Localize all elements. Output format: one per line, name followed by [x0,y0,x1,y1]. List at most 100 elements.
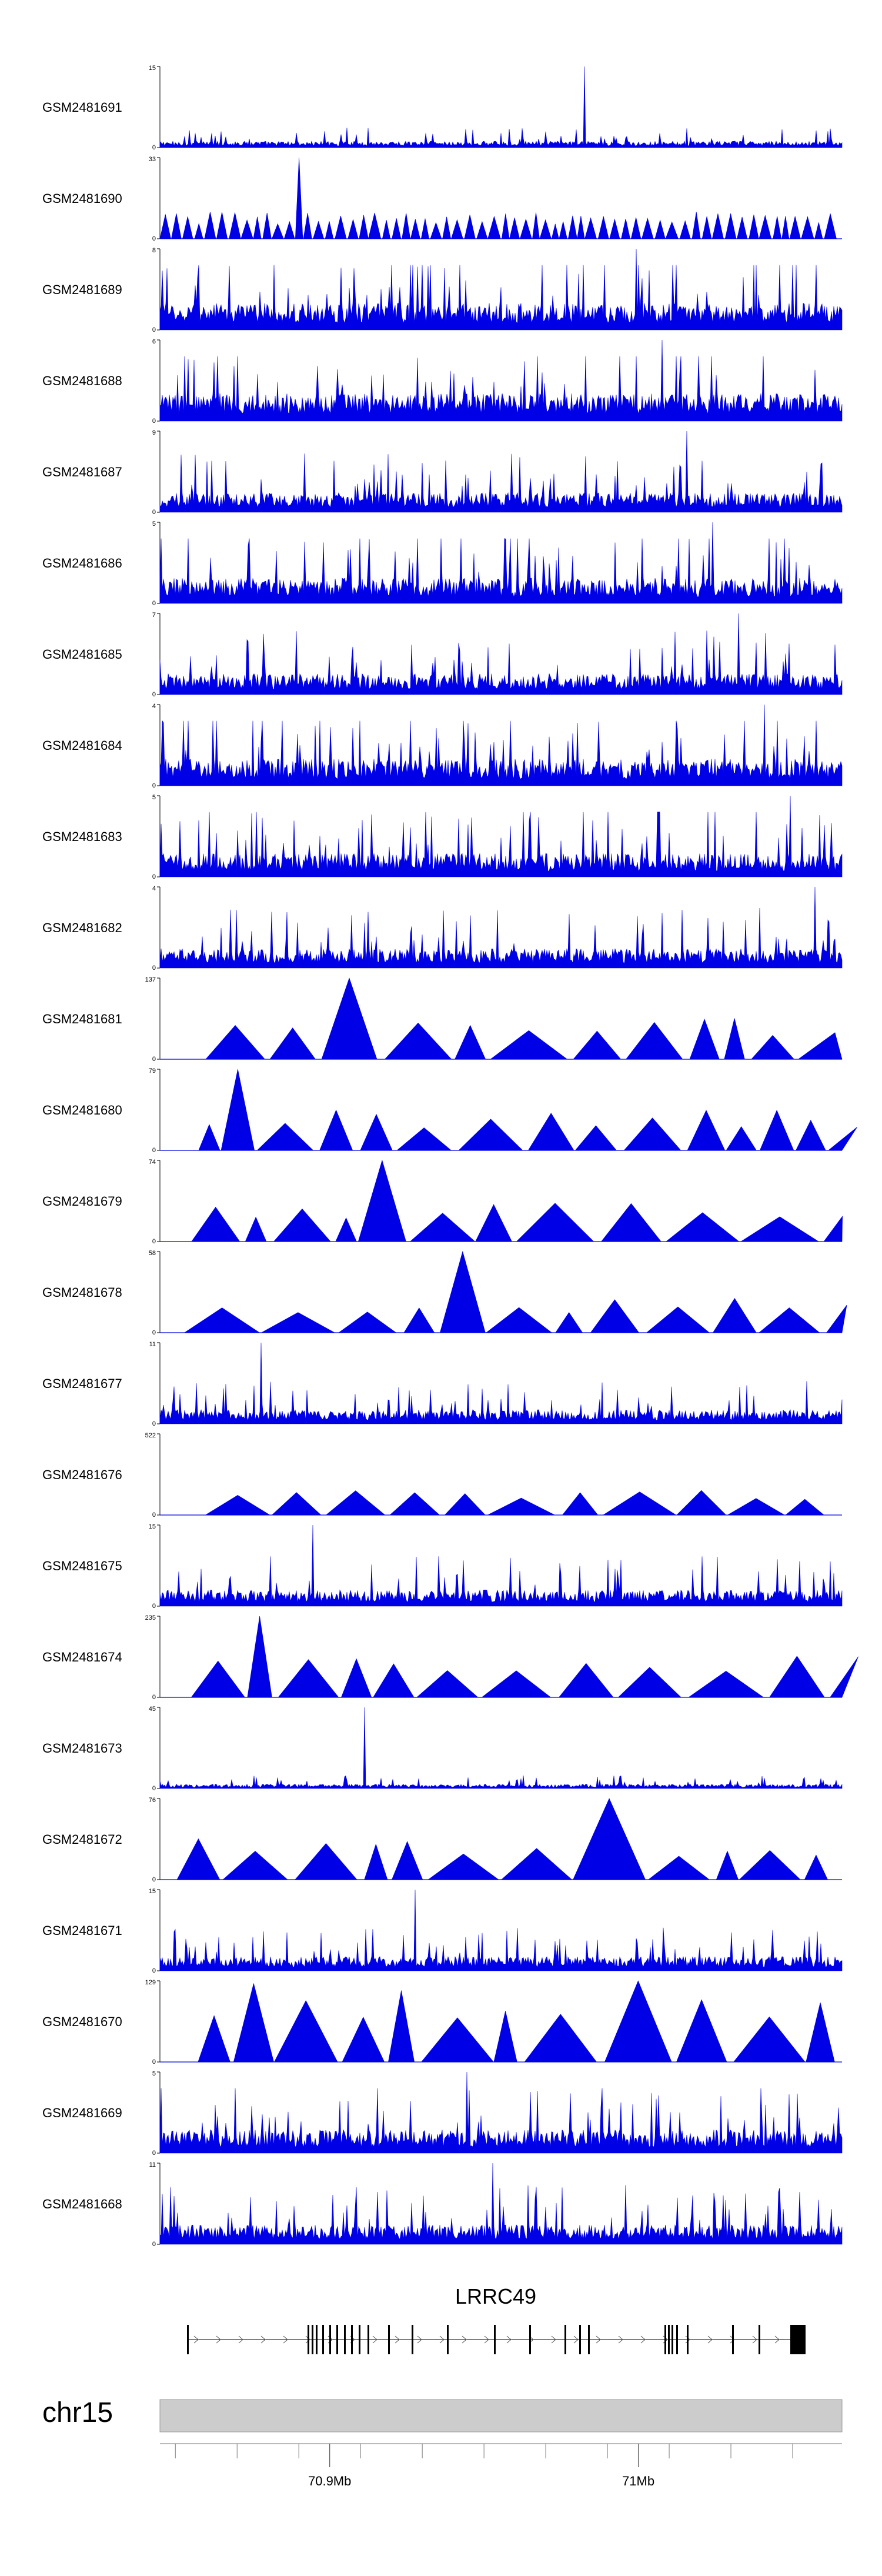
strand-arrow-icon [752,2335,757,2344]
exon [316,2325,318,2354]
exon [494,2325,496,2354]
strand-arrow-icon [395,2335,400,2344]
y-tick-min-label: 0 [152,2150,156,2157]
strand-arrow-icon [484,2335,489,2344]
y-tick-min-label: 0 [152,965,156,972]
strand-arrow-icon [372,2335,377,2344]
chromosome-ideogram-track: chr15 [42,2397,843,2432]
track-GSM2481669: GSM2481669 5 0 [42,2070,843,2157]
exon [579,2325,581,2354]
strand-arrow-icon [193,2335,199,2344]
signal-area [159,2071,843,2154]
exon [529,2325,531,2354]
signal-area [160,1490,842,1516]
signal-area [159,66,843,148]
track-GSM2481691: GSM2481691 15 0 [42,65,843,151]
track-GSM2481673: GSM2481673 45 0 [42,1706,843,1792]
exon [329,2325,331,2354]
track-label: GSM2481673 [42,1741,122,1756]
track-GSM2481671: GSM2481671 15 0 [42,1888,843,1974]
signal-area [160,977,843,1060]
signal-area [159,1342,843,1424]
track-label: GSM2481676 [42,1467,122,1482]
signal-area [159,2163,843,2245]
track-label: GSM2481687 [42,465,122,479]
strand-arrow-icon [506,2335,512,2344]
gene-model [187,2325,806,2354]
track-GSM2481690: GSM2481690 33 0 [42,156,842,242]
strand-arrow-icon [551,2335,556,2344]
track-GSM2481668: GSM2481668 11 0 [42,2161,843,2248]
track-label: GSM2481677 [42,1376,122,1391]
exon [412,2325,413,2354]
strand-arrow-icon [439,2335,445,2344]
y-tick-min-label: 0 [152,1876,156,1883]
strand-arrow-icon [730,2335,735,2344]
exon-utr [790,2325,806,2354]
y-tick-max-label: 522 [145,1432,156,1439]
track-label: GSM2481678 [42,1285,122,1300]
y-tick-min-label: 0 [152,1694,156,1701]
strand-arrow-icon [260,2335,266,2344]
y-tick-min-label: 0 [152,1785,156,1792]
exon [668,2325,670,2354]
y-tick-max-label: 74 [149,1159,156,1166]
y-tick-max-label: 11 [149,1341,156,1348]
y-tick-max-label: 15 [149,65,156,72]
y-tick-min-label: 0 [152,1511,156,1519]
exon [759,2325,760,2354]
signal-area [160,1616,858,1698]
track-label: GSM2481685 [42,647,122,662]
track-GSM2481686: GSM2481686 5 0 [42,520,843,607]
track-label: GSM2481670 [42,2014,122,2029]
y-tick-max-label: 58 [149,1250,156,1257]
exon [676,2325,678,2354]
track-GSM2481670: GSM2481670 129 0 [42,1979,842,2066]
y-tick-min-label: 0 [152,600,156,607]
track-label: GSM2481669 [42,2105,122,2120]
signal-area [159,1707,843,1789]
track-label: GSM2481683 [42,829,122,844]
gene-label: LRRC49 [455,2284,536,2308]
strand-arrow-icon [618,2335,623,2344]
track-GSM2481684: GSM2481684 4 0 [42,703,843,789]
signal-area [159,157,842,239]
y-tick-min-label: 0 [152,235,156,242]
y-tick-min-label: 0 [152,691,156,698]
axis-tick-label: 71Mb [622,2474,654,2488]
exon [664,2325,666,2354]
track-GSM2481687: GSM2481687 9 0 [42,429,843,516]
y-tick-max-label: 11 [149,2161,156,2168]
track-label: GSM2481686 [42,556,122,570]
y-tick-max-label: 7 [152,612,156,619]
track-label: GSM2481681 [42,1012,122,1026]
exon [351,2325,353,2354]
y-tick-min-label: 0 [152,326,156,333]
track-GSM2481675: GSM2481675 15 0 [42,1523,843,1610]
track-GSM2481685: GSM2481685 7 0 [42,612,843,698]
exon [187,2325,189,2354]
signal-area [159,1524,843,1607]
track-GSM2481677: GSM2481677 11 0 [42,1341,843,1427]
track-GSM2481689: GSM2481689 8 0 [42,247,843,333]
strand-arrow-icon [596,2335,601,2344]
strand-arrow-icon [417,2335,422,2344]
track-GSM2481674: GSM2481674 235 0 [42,1614,858,1701]
exon [308,2325,309,2354]
y-tick-max-label: 6 [152,338,156,345]
signal-area [160,1980,842,2063]
track-GSM2481678: GSM2481678 58 0 [42,1250,847,1336]
chromosome-ideogram [159,2399,843,2432]
exon [322,2325,324,2354]
track-label: GSM2481672 [42,1832,122,1847]
signal-area [159,704,843,786]
exon [564,2325,566,2354]
genome-axis-ticks: 70.9Mb 71Mb [175,2444,793,2488]
y-tick-max-label: 9 [152,429,156,436]
exon [336,2325,338,2354]
track-label: GSM2481674 [42,1650,122,1664]
track-GSM2481681: GSM2481681 137 0 [42,976,843,1063]
track-label: GSM2481668 [42,2197,122,2211]
